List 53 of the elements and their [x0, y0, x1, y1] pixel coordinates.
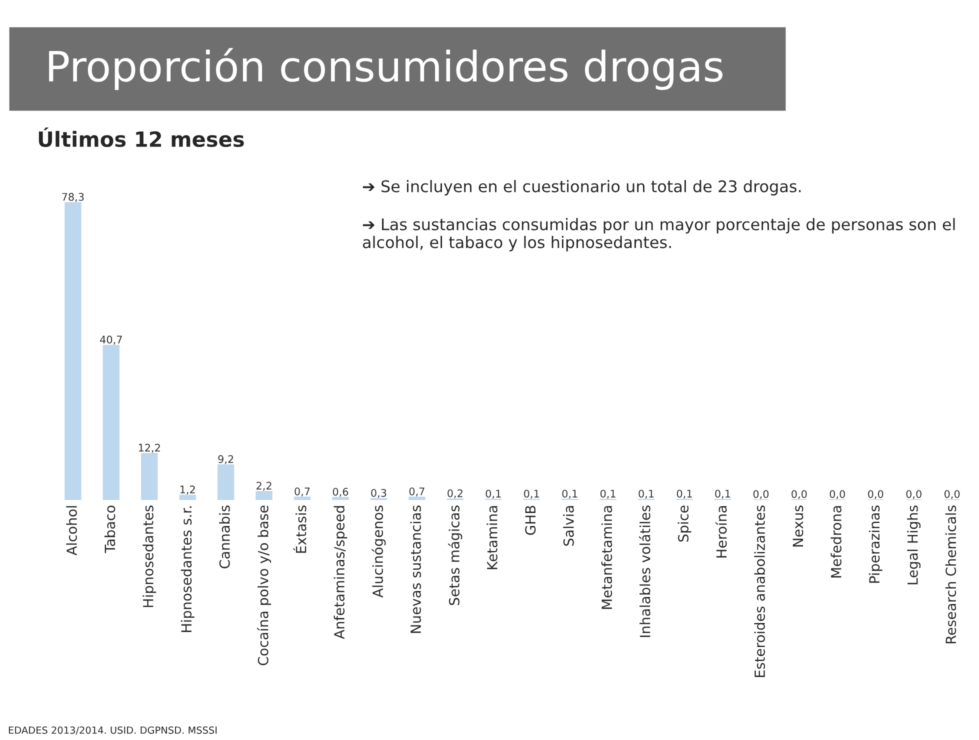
x-tick-label: Esteroides anabolizantes	[754, 506, 765, 677]
x-tick-label: Cannabis	[219, 506, 230, 568]
data-label: 9,2	[218, 455, 234, 464]
data-label: 0,1	[715, 490, 730, 499]
data-label: 1,2	[180, 486, 195, 494]
x-tick-label: Inhalables volátiles	[639, 506, 650, 637]
data-label: 0,1	[562, 490, 578, 499]
chart-subtitle: Últimos 12 meses	[38, 127, 244, 148]
x-tick-label: Heroína	[715, 506, 727, 558]
data-label: 0,7	[409, 487, 424, 496]
text: EDADES 2013/2014. USID. DGPNSD. MSSSI	[8, 726, 217, 735]
text: ➔ Se incluyen en el cuestionario un total de 23 drogas.	[362, 180, 801, 196]
data-label: 0,7	[294, 487, 310, 496]
x-tick-label: Spice	[678, 506, 692, 542]
x-tick-label: GHB	[525, 506, 536, 535]
x-tick-label: Metanfetamina	[601, 506, 612, 609]
data-label: 0,0	[830, 490, 845, 500]
x-tick-label: Éxtasis	[293, 506, 306, 553]
x-tick-label: Hipnosedantes	[142, 506, 156, 608]
data-label: 0,0	[792, 490, 807, 500]
data-label: 0,0	[906, 490, 922, 500]
x-tick-label: Nexus	[792, 506, 804, 546]
x-tick-label: Piperazinas	[868, 506, 882, 583]
data-label: 0,1	[600, 490, 616, 499]
data-label: 0,6	[332, 488, 348, 497]
data-label: 78,3	[62, 192, 84, 202]
annotation: ➔ Las sustancias consumidas por un mayor porcentaje de personas son el alcohol, el tabaco y los hipnosedantes.	[362, 218, 955, 252]
data-label: 0,0	[753, 490, 769, 500]
data-label: 0,1	[638, 490, 654, 499]
x-tick-label: Research Chemicals	[945, 506, 956, 644]
x-tick-label: Anfetaminas/speed	[334, 506, 348, 640]
data-label: 0,0	[944, 490, 960, 500]
x-tick-label: Mefedrona	[830, 506, 842, 578]
data-label: 12,2	[138, 444, 160, 453]
data-label: 0,1	[676, 490, 692, 499]
x-tick-label: Hipnosedantes s.r.	[180, 506, 194, 632]
data-label: 0,2	[448, 489, 462, 498]
x-tick-label: Legal Highs	[907, 506, 921, 584]
chart-title: Proporción consumidores drogas	[49, 48, 722, 90]
x-tick-label: Cocaína polvo y/o base	[257, 506, 272, 666]
x-tick-label: Setas mágicas	[448, 506, 462, 606]
x-tick-label: Ketamina	[486, 506, 498, 570]
data-label: 0,1	[486, 490, 501, 499]
x-tick-label: Alcohol	[66, 506, 77, 556]
x-tick-label: Nuevas sustancias	[410, 506, 421, 633]
data-label: 0,3	[371, 488, 386, 498]
data-label: 40,7	[100, 336, 122, 345]
x-tick-label: Salvia	[563, 506, 574, 546]
data-label: 0,1	[524, 490, 539, 499]
x-tick-label: Alucinógenos	[372, 506, 386, 598]
x-tick-label: Tabaco	[104, 506, 116, 554]
data-label: 2,2	[256, 482, 272, 491]
data-label: 0,0	[868, 490, 884, 500]
